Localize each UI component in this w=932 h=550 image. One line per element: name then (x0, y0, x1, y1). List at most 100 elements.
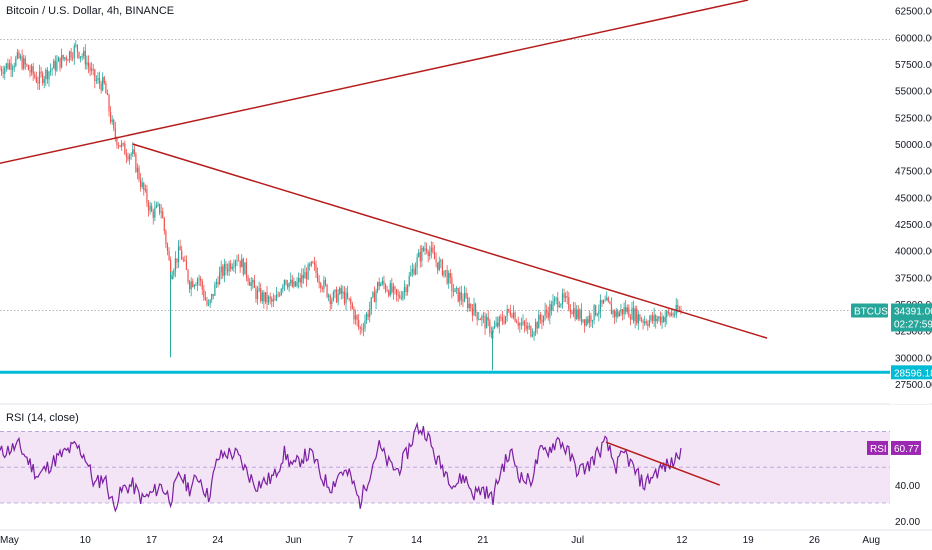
candle-body (147, 202, 150, 211)
candle-body (505, 316, 507, 324)
candle-body (296, 282, 298, 287)
candle-body (92, 68, 94, 70)
candle-body (359, 327, 361, 329)
candle-body (176, 258, 178, 263)
candle-body (503, 321, 505, 324)
candle-body (54, 60, 56, 71)
candle-body (539, 314, 541, 320)
candle-body (7, 63, 9, 69)
candle-body (209, 299, 211, 305)
candle-body (566, 296, 568, 298)
candle-body (626, 307, 628, 312)
candle-body (377, 282, 379, 291)
candle-body (339, 287, 341, 294)
candle-body (290, 279, 292, 283)
candle-body (316, 272, 319, 282)
x-tick-label: 24 (212, 535, 224, 546)
candle-body (98, 78, 101, 84)
candle-body (241, 258, 243, 268)
candle-body (536, 322, 538, 329)
candle-body (324, 279, 327, 285)
candle-body (413, 269, 415, 275)
candle-body (200, 278, 202, 281)
candle-body (486, 316, 488, 329)
candle-body (470, 303, 472, 309)
candle-body (124, 143, 126, 155)
candle-body (253, 280, 255, 288)
candle-body (490, 333, 492, 334)
rsi-pane: 20.00 40.00 RSI 60.77 (0, 405, 930, 530)
candle-body (547, 312, 549, 318)
rsi-line (0, 421, 682, 513)
candle-body (64, 57, 66, 59)
candle-body (523, 321, 526, 326)
candle-body (474, 303, 477, 313)
candle-body (12, 67, 14, 70)
candle-body (122, 143, 124, 145)
candle-body (606, 297, 608, 301)
candle-body (323, 279, 325, 289)
candle-body (143, 182, 145, 191)
candle-body (321, 287, 323, 289)
candle-body (419, 252, 421, 262)
candle-body (279, 294, 281, 296)
candle-body (444, 270, 447, 271)
candle-body (239, 260, 241, 268)
candle-body (174, 258, 176, 271)
candle-body (519, 323, 521, 326)
candle-body (135, 153, 137, 172)
candle-body (365, 313, 368, 321)
candle-body (544, 309, 546, 317)
candle-body (416, 257, 418, 268)
candle-body (669, 312, 671, 316)
candle-body (364, 320, 366, 329)
candle-body (27, 65, 30, 71)
candle-body (435, 259, 437, 263)
rsi-label-text: RSI (870, 444, 887, 455)
symbol-badge (851, 303, 888, 318)
candle-body (614, 310, 616, 318)
candle-body (449, 273, 451, 278)
candle-body (561, 293, 564, 305)
candle-body (152, 211, 154, 218)
candle-body (599, 299, 601, 312)
candle-body (288, 282, 290, 288)
candle-body (639, 314, 641, 321)
candle-body (127, 156, 129, 160)
candle-body (457, 287, 459, 302)
candle-body (250, 282, 252, 286)
candle-body (576, 309, 578, 319)
candle-body (269, 296, 271, 299)
y-tick-label: 45000.00 (895, 193, 932, 204)
candle-body (132, 149, 134, 154)
support-badge (891, 365, 932, 380)
candle-body (326, 284, 328, 297)
candle-body (380, 283, 382, 287)
candle-body (192, 281, 194, 287)
candle-body (601, 299, 603, 304)
candle-body (45, 69, 47, 79)
y-tick-label: 42500.00 (895, 220, 932, 231)
candle-body (84, 50, 86, 65)
candle-body (225, 263, 227, 270)
candle-body (181, 250, 183, 260)
candle-body (664, 317, 666, 322)
candle-body (388, 290, 390, 296)
candle-body (373, 292, 376, 303)
candle-body (170, 260, 172, 280)
candle-body (454, 288, 456, 292)
y-tick-label: 30000.00 (895, 353, 932, 364)
candle-body (492, 328, 494, 334)
x-tick-label: 21 (477, 535, 489, 546)
candle-body (294, 281, 297, 287)
candle-body (26, 64, 28, 66)
candle-body (335, 289, 338, 303)
candle-body (261, 292, 263, 302)
candle-body (304, 272, 306, 279)
candle-body (653, 314, 655, 321)
candle-body (16, 52, 18, 58)
time-axis: May 10 17 24 Jun 7 14 21 Jul 12 19 26 Aug (0, 529, 932, 546)
candle-body (558, 305, 560, 308)
candle-body (378, 282, 380, 287)
